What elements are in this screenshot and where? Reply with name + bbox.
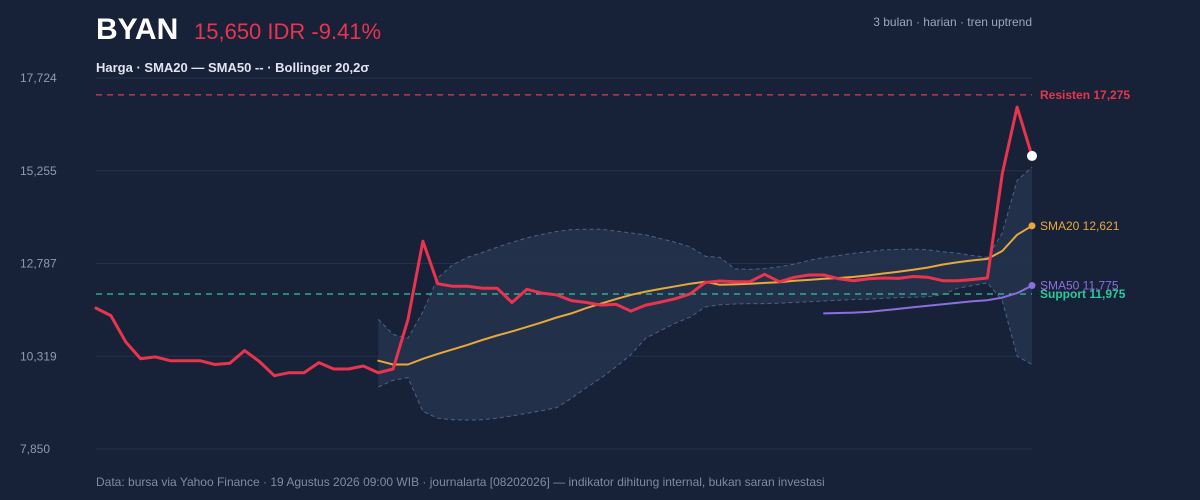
price-change: 15,650 IDR -9.41% — [194, 19, 381, 44]
y-axis-ticks: 17,724 15,255 12,787 10,319 7,850 — [20, 71, 57, 456]
series-line-sma50 — [823, 284, 1033, 315]
legend: Harga · SMA20 — SMA50 -- · Bollinger 20,… — [96, 60, 369, 75]
end-label-sma50: SMA50 11,775 — [1040, 279, 1119, 293]
y-tick-label: 15,255 — [20, 164, 57, 178]
end-marker-sma20 — [1028, 222, 1036, 230]
end-label-sma20: SMA20 12,621 — [1040, 219, 1120, 233]
y-tick-label: 7,850 — [20, 442, 50, 456]
footer-source: Data: bursa via Yahoo Finance · 19 Agust… — [96, 475, 825, 489]
bollinger-upper — [377, 166, 1033, 339]
level-label-support: Support 11,975 — [1040, 287, 1126, 301]
bollinger-lower — [378, 282, 1033, 421]
y-tick-label: 17,724 — [20, 71, 57, 85]
last-price-dot — [1027, 150, 1037, 161]
y-tick-label: 12,787 — [20, 257, 57, 271]
series-lines — [94, 105, 1037, 378]
level-label-resisten: Resisten 17,275 — [1040, 88, 1130, 102]
end-labels: Resisten 17,275 Support 11,975 SMA20 12,62… — [1040, 88, 1130, 301]
series-line-harga — [94, 105, 1034, 378]
support-resistance-levels — [96, 94, 1032, 295]
y-tick-label: 10,319 — [20, 349, 57, 363]
period-meta: 3 bulan · harian · tren uptrend — [873, 15, 1032, 29]
ticker-symbol: BYAN — [96, 13, 178, 46]
end-marker-sma50 — [1028, 282, 1036, 290]
